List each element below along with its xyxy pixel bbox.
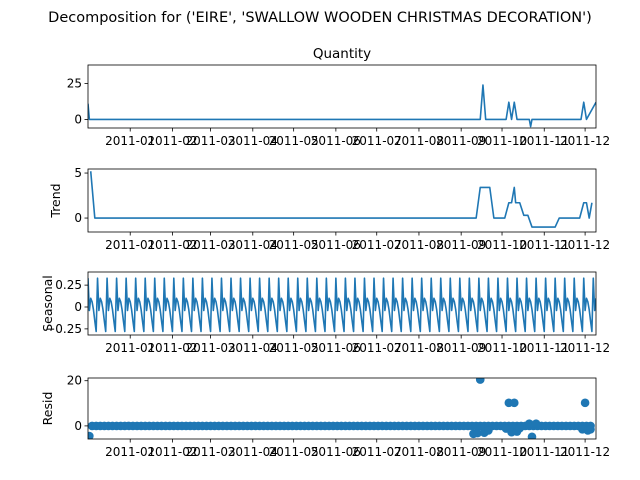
resid-point <box>524 419 534 428</box>
trend-series-line <box>89 171 593 228</box>
x-tick-label-resid: 2011-10 <box>477 445 527 459</box>
axes-frame-trend <box>87 168 597 233</box>
x-tick-label-resid: 2011-08 <box>394 445 444 459</box>
x-tick-label-seasonal: 2011-05 <box>269 341 319 355</box>
y-axis-label-seasonal: Seasonal <box>40 275 55 332</box>
x-tick-label-seasonal: 2011-09 <box>436 341 486 355</box>
resid-point <box>473 428 482 438</box>
resid-point <box>475 378 485 384</box>
y-axis-label-resid: Resid <box>40 392 55 426</box>
plot-area-resid <box>88 378 595 439</box>
x-tick-label-observed: 2011-09 <box>436 134 486 148</box>
figure-suptitle: Decomposition for ('EIRE', 'SWALLOW WOOD… <box>48 10 592 26</box>
x-tick-label-seasonal: 2011-12 <box>560 341 610 355</box>
y-tick-label-seasonal: 0.25 <box>55 278 82 292</box>
x-tick-label-resid: 2011-09 <box>436 445 486 459</box>
plot-area-observed <box>88 84 596 128</box>
x-tick-label-observed: 2011-10 <box>477 134 527 148</box>
x-tick-label-trend: 2011-07 <box>352 238 402 252</box>
resid-point <box>586 424 595 434</box>
x-tick-label-observed: 2011-03 <box>186 134 236 148</box>
y-tick-label-trend: 0 <box>74 211 82 225</box>
y-tick-label-resid: 20 <box>67 374 82 388</box>
x-tick-label-trend: 2011-01 <box>105 238 155 252</box>
x-tick-label-trend: 2011-04 <box>228 238 278 252</box>
plot-area-trend <box>89 171 593 228</box>
x-tick-label-trend: 2011-03 <box>186 238 236 252</box>
x-tick-label-seasonal: 2011-06 <box>311 341 361 355</box>
x-tick-label-observed: 2011-12 <box>560 134 610 148</box>
resid-point <box>527 432 537 439</box>
resid-point <box>88 431 94 439</box>
x-tick-label-observed: 2011-08 <box>394 134 444 148</box>
x-tick-label-seasonal: 2011-04 <box>228 341 278 355</box>
axes-frame-observed <box>87 64 597 129</box>
observed-series-line <box>88 84 596 128</box>
y-tick-label-seasonal: 0 <box>74 300 82 314</box>
x-tick-label-observed: 2011-05 <box>269 134 319 148</box>
resid-point <box>531 419 541 428</box>
x-tick-label-seasonal: 2011-02 <box>147 341 197 355</box>
x-tick-label-resid: 2011-04 <box>228 445 278 459</box>
x-tick-label-resid: 2011-06 <box>311 445 361 459</box>
x-tick-label-seasonal: 2011-07 <box>352 341 402 355</box>
x-tick-label-resid: 2011-03 <box>186 445 236 459</box>
panel-seasonal: 0.250−0.252011-012011-022011-032011-0420… <box>40 271 610 355</box>
x-tick-label-resid: 2011-02 <box>147 445 197 459</box>
y-tick-label-observed: 25 <box>67 77 82 91</box>
x-tick-label-resid: 2011-11 <box>519 445 569 459</box>
x-tick-label-seasonal: 2011-01 <box>105 341 155 355</box>
x-tick-label-observed: 2011-11 <box>519 134 569 148</box>
plot-area-seasonal <box>88 277 596 333</box>
x-tick-label-observed: 2011-01 <box>105 134 155 148</box>
y-axis-label-trend: Trend <box>48 183 63 218</box>
panel-title-observed: Quantity <box>313 46 371 62</box>
resid-point <box>484 426 493 435</box>
panel-resid: 0202011-012011-022011-032011-042011-0520… <box>40 374 610 459</box>
y-tick-label-observed: 0 <box>74 112 82 126</box>
axes-frame-resid <box>87 377 597 440</box>
y-tick-label-trend: 5 <box>74 166 82 180</box>
resid-point <box>515 423 525 433</box>
resid-point <box>580 398 590 408</box>
x-tick-label-observed: 2011-04 <box>228 134 278 148</box>
resid-point <box>509 398 519 408</box>
panel-observed: 0252011-012011-022011-032011-042011-0520… <box>67 46 610 148</box>
x-tick-label-resid: 2011-05 <box>269 445 319 459</box>
x-tick-label-trend: 2011-11 <box>519 238 569 252</box>
x-tick-label-trend: 2011-08 <box>394 238 444 252</box>
x-tick-label-seasonal: 2011-08 <box>394 341 444 355</box>
x-tick-label-trend: 2011-05 <box>269 238 319 252</box>
x-tick-label-trend: 2011-09 <box>436 238 486 252</box>
x-tick-label-resid: 2011-07 <box>352 445 402 459</box>
x-tick-label-seasonal: 2011-03 <box>186 341 236 355</box>
x-tick-label-trend: 2011-06 <box>311 238 361 252</box>
x-tick-label-trend: 2011-02 <box>147 238 197 252</box>
seasonal-series-line <box>88 277 596 333</box>
x-tick-label-observed: 2011-07 <box>352 134 402 148</box>
x-tick-label-observed: 2011-02 <box>147 134 197 148</box>
x-tick-label-seasonal: 2011-11 <box>519 341 569 355</box>
y-tick-label-seasonal: −0.25 <box>45 322 82 336</box>
axes-frame-seasonal <box>87 271 597 336</box>
x-tick-label-trend: 2011-10 <box>477 238 527 252</box>
x-tick-label-resid: 2011-01 <box>105 445 155 459</box>
x-tick-label-seasonal: 2011-10 <box>477 341 527 355</box>
x-tick-label-trend: 2011-12 <box>560 238 610 252</box>
x-tick-label-observed: 2011-06 <box>311 134 361 148</box>
y-tick-label-resid: 0 <box>74 419 82 433</box>
x-tick-label-resid: 2011-12 <box>560 445 610 459</box>
panel-trend: 052011-012011-022011-032011-042011-05201… <box>48 166 610 252</box>
